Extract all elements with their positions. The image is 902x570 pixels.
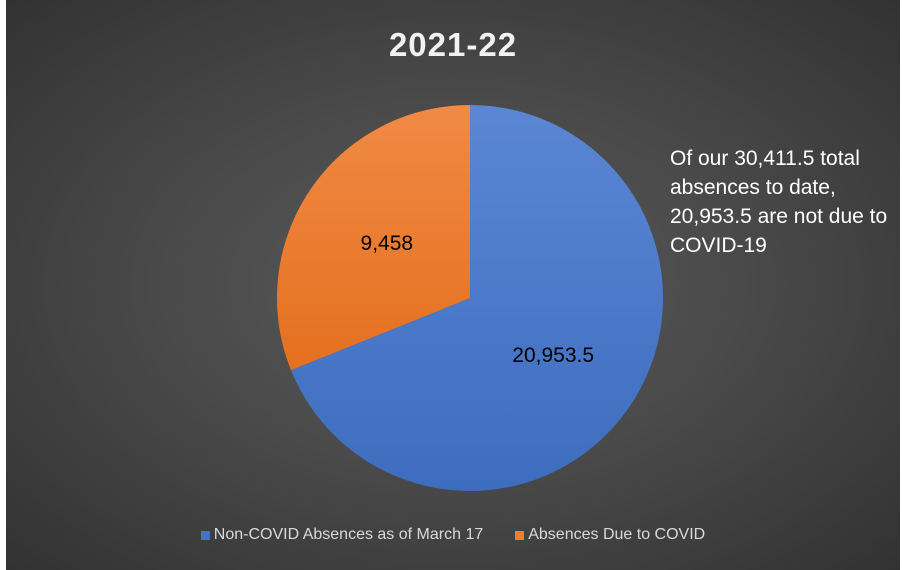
legend-item-covid: Absences Due to COVID (515, 526, 705, 544)
legend-item-non-covid: Non-COVID Absences as of March 17 (200, 526, 484, 544)
legend-label-covid: Absences Due to COVID (528, 526, 706, 543)
pie-chart: 20,953.5 9,458 (277, 105, 663, 492)
pie-slice-non-covid (291, 105, 663, 492)
chart-area: 2021-22 20,953.5 9,458 Of our 30,411.5 to… (6, 0, 900, 570)
legend-label-non-covid: Non-COVID Absences as of March 17 (213, 526, 484, 543)
chart-legend: Non-COVID Absences as of March 17 Absenc… (6, 526, 900, 544)
legend-swatch-non-covid (200, 530, 210, 540)
legend-swatch-covid (515, 530, 525, 540)
data-label-covid: 9,458 (361, 232, 414, 255)
pie-slice-covid (277, 105, 470, 371)
data-label-non-covid: 20,953.5 (512, 344, 594, 367)
chart-annotation: Of our 30,411.5 total absences to date, … (670, 147, 888, 257)
chart-title: 2021-22 (388, 26, 518, 63)
